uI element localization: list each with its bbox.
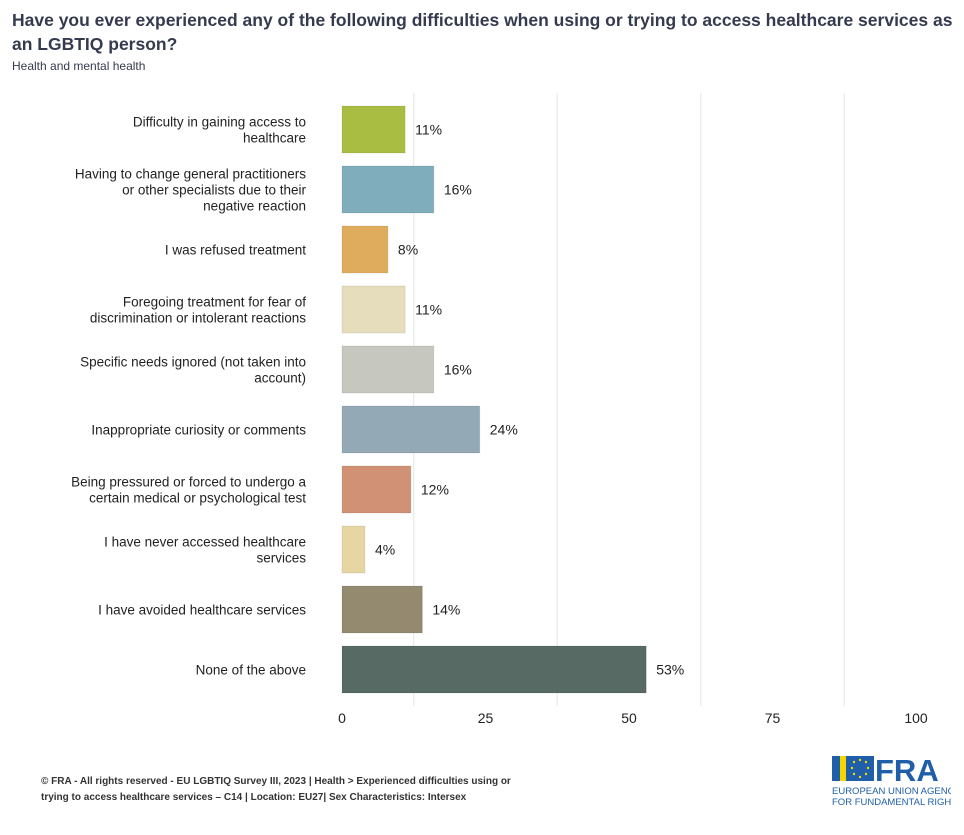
data-label: 16% xyxy=(444,182,472,198)
data-label: 14% xyxy=(432,602,460,618)
category-label: Difficulty in gaining access to healthcar… xyxy=(133,115,306,146)
footer-line-2: trying to access healthcare services – C… xyxy=(41,792,467,803)
data-label: 11% xyxy=(415,302,442,318)
data-label: 53% xyxy=(656,662,684,678)
category-label: Inappropriate curiosity or comments xyxy=(91,423,306,438)
fra-logo: FRA EUROPEAN UNION AGENCY FOR FUNDAMENTA… xyxy=(832,753,951,808)
data-label: 12% xyxy=(421,482,449,498)
logo-line-1: EUROPEAN UNION AGENCY xyxy=(832,786,951,797)
x-tick-label: 75 xyxy=(765,710,781,726)
data-label: 11% xyxy=(415,122,442,138)
bar xyxy=(341,345,435,394)
category-label: Foregoing treatment for fear of discrimin… xyxy=(90,295,306,326)
x-tick-label: 100 xyxy=(904,710,928,726)
bar xyxy=(341,405,481,454)
bar xyxy=(341,285,406,334)
data-label: 16% xyxy=(444,362,472,378)
data-label: 24% xyxy=(490,422,518,438)
data-labels: 11% 16% 8% 11% 16% 24% 12% 4% 14% 53% xyxy=(375,122,684,678)
bar xyxy=(341,525,366,574)
bar xyxy=(341,105,406,154)
footer-line-1: © FRA - All rights reserved - EU LGBTIQ … xyxy=(41,776,511,787)
category-label: Specific needs ignored (not taken into ac… xyxy=(80,355,306,386)
gridlines xyxy=(413,93,845,706)
source-footer: © FRA - All rights reserved - EU LGBTIQ … xyxy=(41,774,601,806)
chart-subtitle: Health and mental health xyxy=(12,59,146,73)
bar xyxy=(341,585,423,634)
x-tick-label: 50 xyxy=(621,710,637,726)
data-label: 8% xyxy=(398,242,418,258)
category-label: Having to change general practitioners or… xyxy=(75,167,307,214)
bar xyxy=(341,465,412,514)
bars xyxy=(341,105,647,694)
bar xyxy=(341,645,647,694)
x-tick-label: 0 xyxy=(338,710,346,726)
category-label: I have avoided healthcare services xyxy=(98,603,306,618)
chart-title: Have you ever experienced any of the fol… xyxy=(12,10,953,54)
category-label: I was refused treatment xyxy=(165,243,306,258)
bar xyxy=(341,225,389,274)
category-labels: Difficulty in gaining access to healthcar… xyxy=(71,115,306,678)
logo-line-2: FOR FUNDAMENTAL RIGHTS xyxy=(832,797,951,808)
logo-text: FRA xyxy=(875,753,939,788)
category-label: I have never accessed healthcare services xyxy=(104,535,306,566)
category-label: Being pressured or forced to undergo a ce… xyxy=(71,475,306,506)
data-label: 4% xyxy=(375,542,395,558)
category-label: None of the above xyxy=(196,663,306,678)
bar xyxy=(341,165,435,214)
x-tick-label: 25 xyxy=(478,710,494,726)
x-axis-ticks: 0 25 50 75 100 xyxy=(338,710,928,726)
